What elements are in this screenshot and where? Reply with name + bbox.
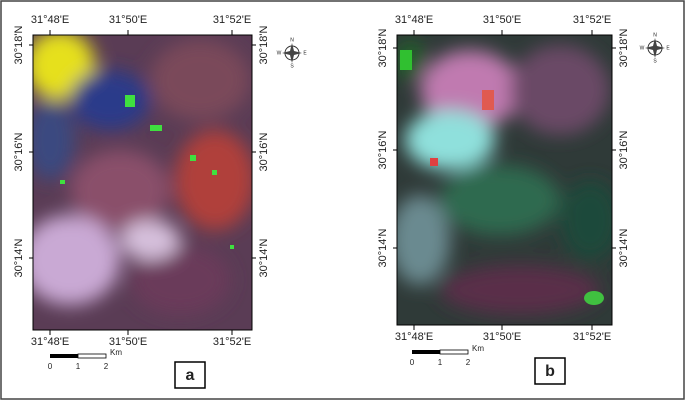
longitude-label: 31°52'E: [213, 336, 251, 348]
scale-label: 2: [466, 358, 471, 367]
compass-n: N: [290, 37, 294, 43]
compass-w: W: [277, 50, 282, 56]
scale-bar-dark: [412, 350, 440, 354]
panel-label-box: [174, 361, 206, 389]
latitude-label: 30°16'N: [377, 130, 389, 169]
compass-star: [282, 43, 302, 63]
image-b-border: [396, 34, 613, 326]
longitude-label: 31°48'E: [395, 331, 433, 343]
image-b: [397, 35, 612, 325]
scale-label: 1: [76, 362, 81, 371]
scale-bar-dark: [50, 354, 78, 358]
compass-s: S: [653, 58, 657, 64]
compass-e: E: [303, 50, 307, 56]
compass: N S E W: [277, 37, 308, 69]
latitude-label: 30°16'N: [13, 132, 25, 171]
compass: N S E W: [640, 32, 671, 64]
scale-label: 0: [410, 358, 415, 367]
latitude-label: 30°18'N: [618, 28, 630, 67]
longitude-label: 31°52'E: [573, 331, 611, 343]
scale-bar-light: [439, 349, 469, 355]
panel-label-box: [534, 357, 566, 385]
scale-unit: Km: [472, 344, 484, 353]
compass-e: E: [666, 45, 670, 51]
latitude-label: 30°14'N: [258, 238, 270, 277]
scale-label: 0: [48, 362, 53, 371]
latitude-label: 30°16'N: [618, 130, 630, 169]
panel-label: b: [545, 363, 555, 380]
longitude-label: 31°48'E: [31, 14, 69, 26]
latitude-label: 30°18'N: [13, 25, 25, 64]
latitude-label: 30°14'N: [377, 228, 389, 267]
scale-bar-light: [77, 353, 107, 359]
scale-label: 1: [438, 358, 443, 367]
longitude-label: 31°52'E: [213, 14, 251, 26]
compass-s: S: [290, 63, 294, 69]
latitude-label: 30°14'N: [618, 228, 630, 267]
longitude-label: 31°50'E: [483, 331, 521, 343]
longitude-label: 31°48'E: [395, 14, 433, 26]
latitude-label: 30°16'N: [258, 132, 270, 171]
compass-w: W: [640, 45, 645, 51]
scale-unit: Km: [110, 348, 122, 357]
compass-star: [645, 38, 665, 58]
panel-label: a: [186, 367, 195, 384]
longitude-label: 31°50'E: [483, 14, 521, 26]
latitude-label: 30°18'N: [377, 28, 389, 67]
compass-n: N: [653, 32, 657, 38]
scale-label: 2: [104, 362, 109, 371]
longitude-label: 31°50'E: [109, 336, 147, 348]
longitude-label: 31°50'E: [109, 14, 147, 26]
latitude-label: 30°18'N: [258, 25, 270, 64]
image-a-border: [32, 34, 253, 331]
longitude-label: 31°48'E: [31, 336, 69, 348]
latitude-label: 30°14'N: [13, 238, 25, 277]
longitude-label: 31°52'E: [573, 14, 611, 26]
image-a: [33, 35, 252, 330]
